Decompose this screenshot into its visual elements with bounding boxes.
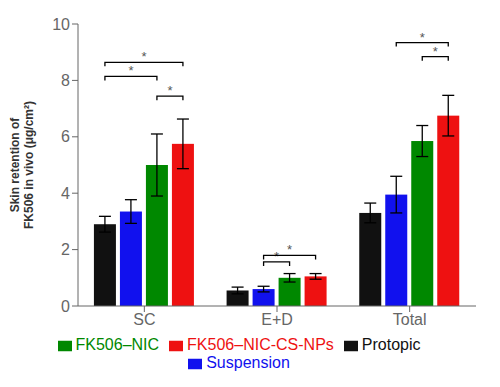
html-text:FK506–NIC-CS-NPs: FK506–NIC-CS-NPs	[187, 336, 334, 353]
svg-text:6: 6	[61, 128, 70, 145]
svg-text:0: 0	[61, 298, 70, 315]
svg-text:*: *	[433, 44, 438, 59]
svg-text:8: 8	[61, 72, 70, 89]
svg-text:*: *	[274, 249, 279, 264]
svg-text:4: 4	[61, 185, 70, 202]
svg-text:*: *	[287, 242, 292, 257]
svg-text:Total: Total	[393, 311, 427, 328]
html-text:Suspension: Suspension	[206, 354, 290, 371]
svg-text:*: *	[128, 63, 133, 78]
svg-text:10: 10	[52, 16, 70, 33]
html-text:Protopic: Protopic	[361, 336, 421, 353]
svg-text:2: 2	[61, 241, 70, 258]
svg-text:*: *	[420, 30, 425, 45]
svg-text:SC: SC	[133, 311, 155, 328]
svg-text:Skin retention ofFK506 in vivo: Skin retention ofFK506 in vivo (μg/cm²)	[8, 101, 36, 229]
html-text:FK506–NIC: FK506–NIC	[75, 336, 160, 353]
svg-text:E+D: E+D	[261, 311, 293, 328]
svg-text:*: *	[167, 83, 172, 98]
svg-text:*: *	[141, 49, 146, 64]
